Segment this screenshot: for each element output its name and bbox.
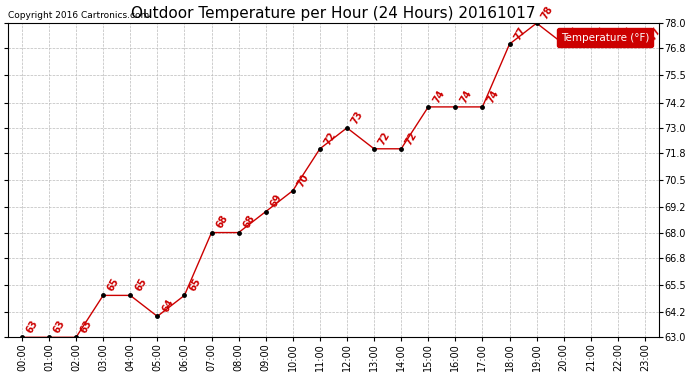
Text: 77: 77 <box>593 25 609 42</box>
Text: 63: 63 <box>25 318 40 335</box>
Text: 77: 77 <box>566 25 582 42</box>
Text: 68: 68 <box>241 214 257 230</box>
Text: 74: 74 <box>458 88 473 105</box>
Text: 78: 78 <box>540 4 555 21</box>
Text: 65: 65 <box>133 276 148 293</box>
Text: 65: 65 <box>187 276 203 293</box>
Text: 77: 77 <box>512 25 528 42</box>
Text: 72: 72 <box>377 130 392 147</box>
Text: 69: 69 <box>268 193 284 210</box>
Text: 63: 63 <box>79 318 95 335</box>
Text: 77: 77 <box>648 25 663 42</box>
Text: 74: 74 <box>485 88 501 105</box>
Text: 70: 70 <box>295 172 311 189</box>
Text: 63: 63 <box>52 318 67 335</box>
Text: Copyright 2016 Cartronics.com: Copyright 2016 Cartronics.com <box>8 11 150 20</box>
Text: 64: 64 <box>160 297 175 314</box>
Text: 72: 72 <box>404 130 420 147</box>
Text: 65: 65 <box>106 276 121 293</box>
Legend: Temperature (°F): Temperature (°F) <box>557 28 653 46</box>
Title: Outdoor Temperature per Hour (24 Hours) 20161017: Outdoor Temperature per Hour (24 Hours) … <box>131 6 535 21</box>
Text: 73: 73 <box>350 109 365 126</box>
Text: 77: 77 <box>621 25 636 42</box>
Text: 72: 72 <box>323 130 338 147</box>
Text: 68: 68 <box>215 214 230 230</box>
Text: 74: 74 <box>431 88 446 105</box>
